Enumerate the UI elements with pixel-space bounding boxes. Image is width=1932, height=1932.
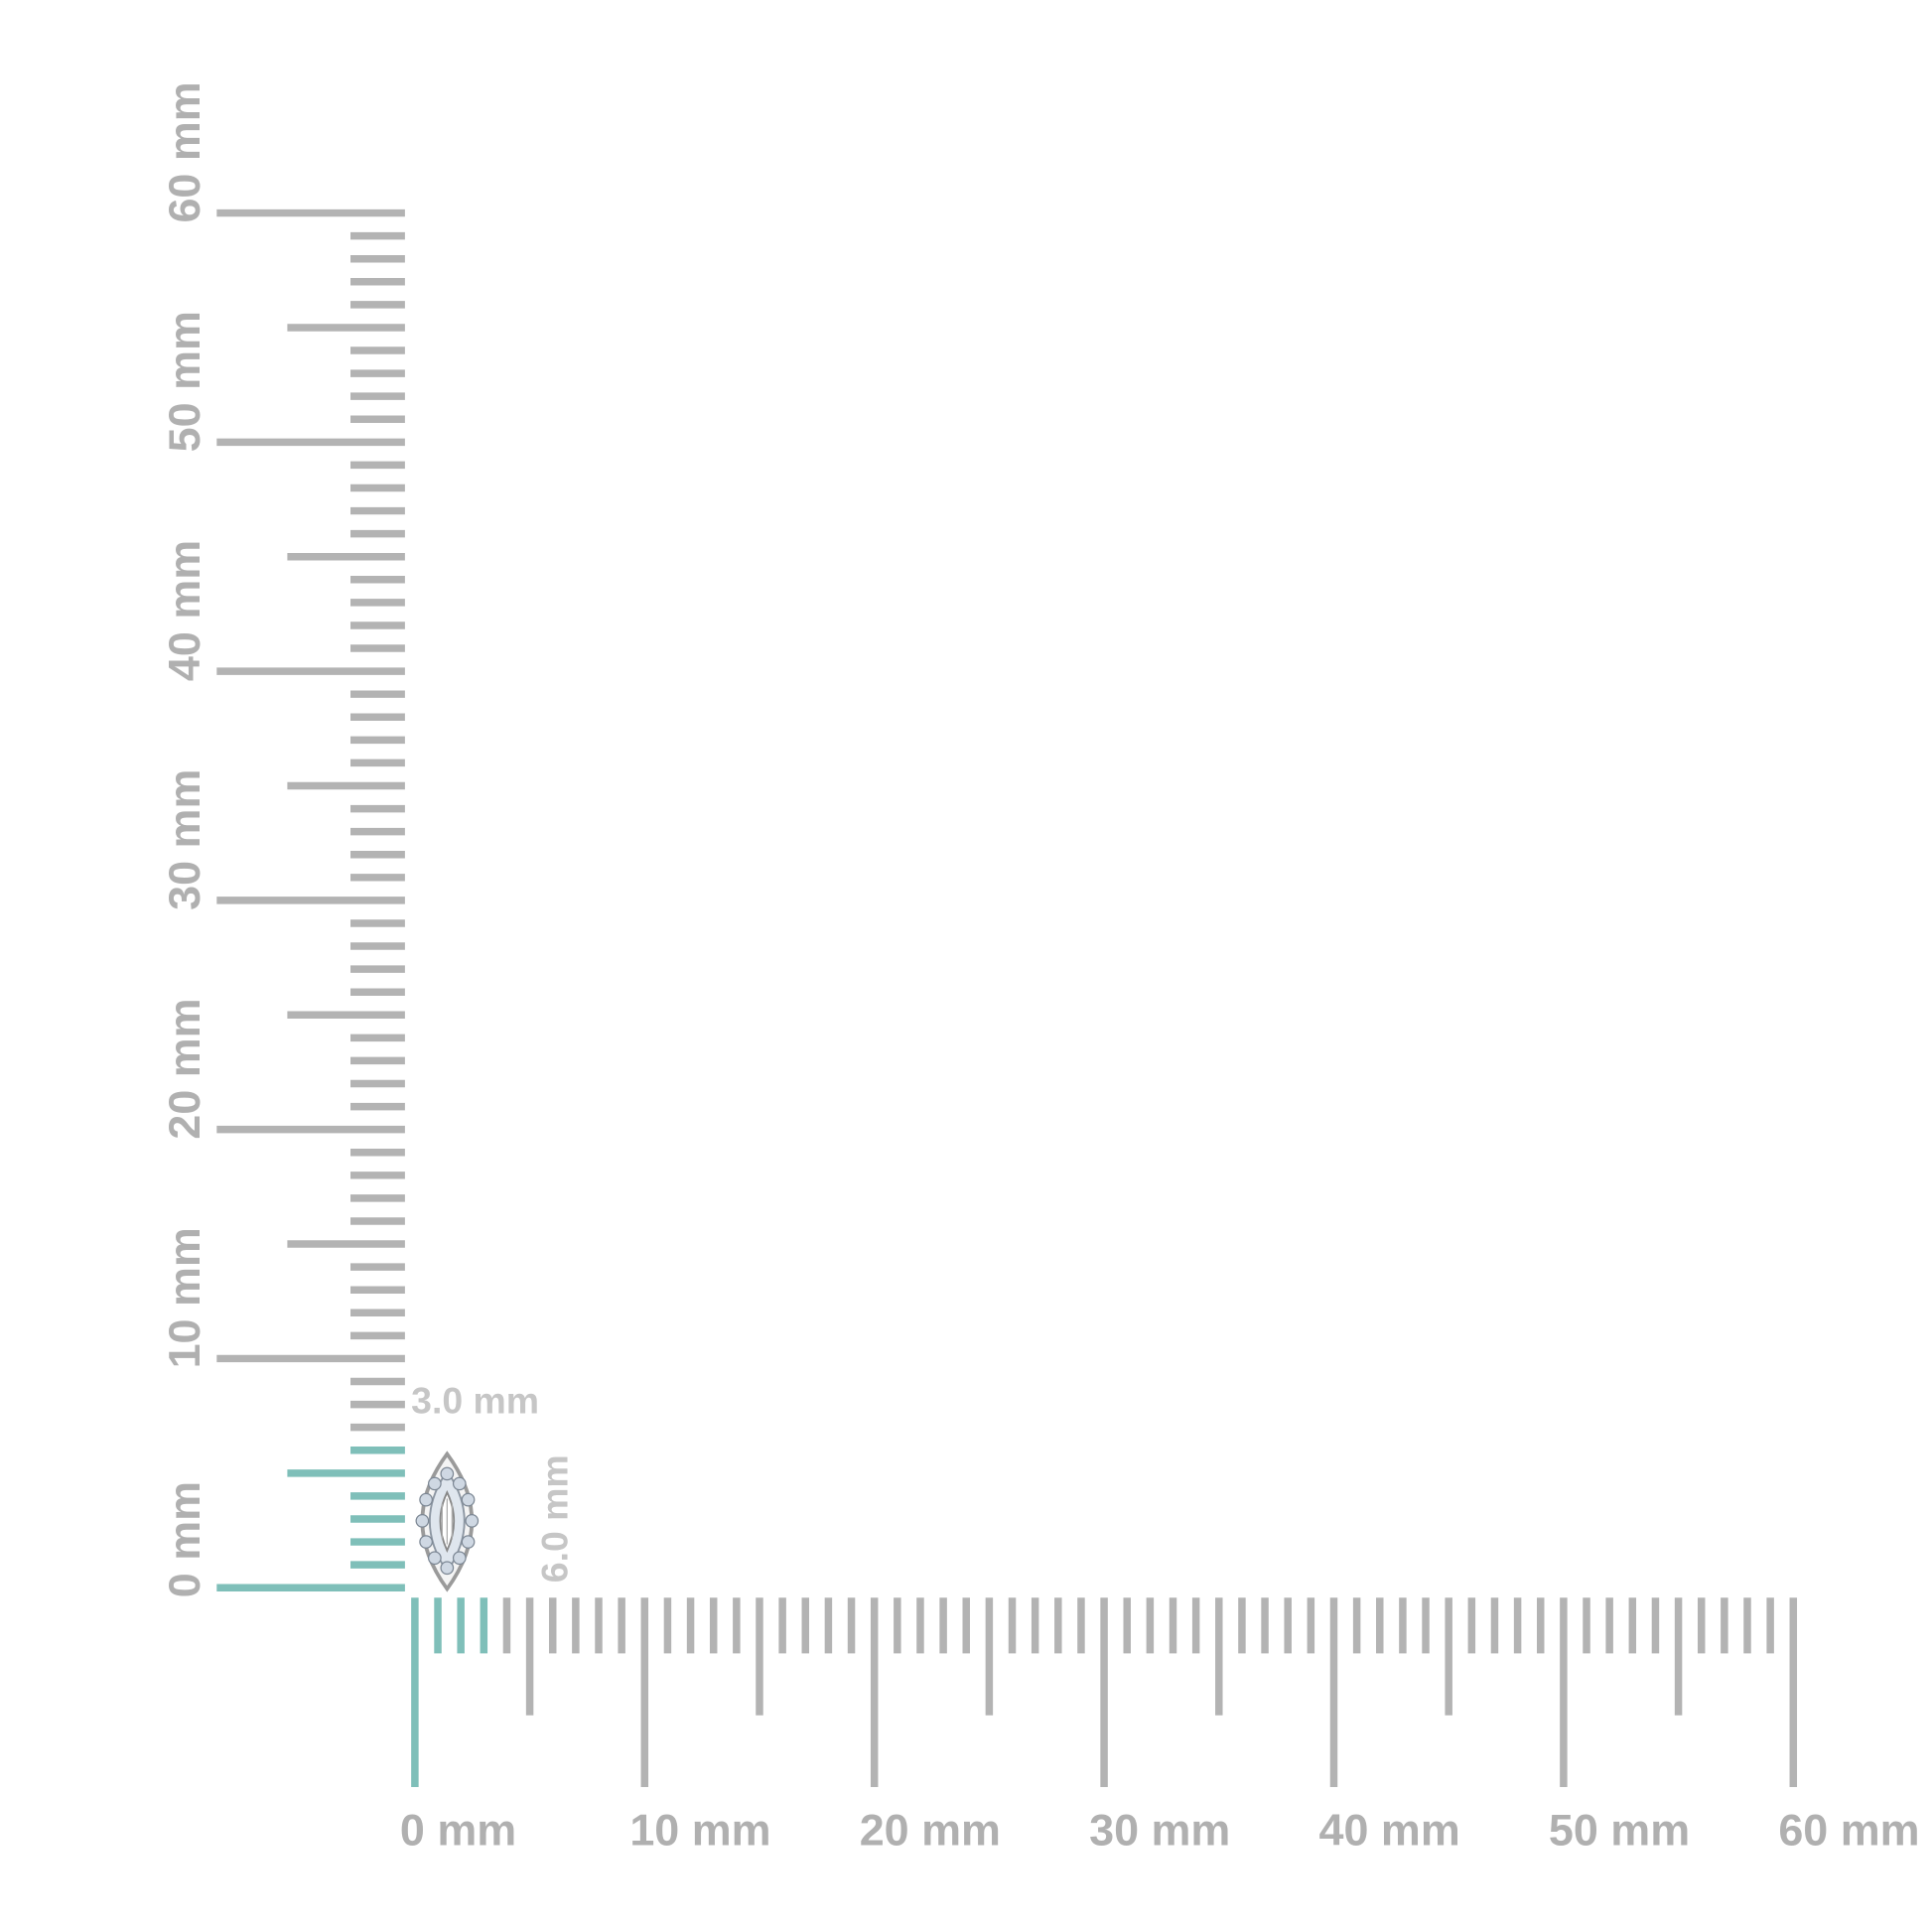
height-dimension: 6.0 mm bbox=[533, 1454, 575, 1583]
horizontal-label: 50 mm bbox=[1549, 1805, 1690, 1856]
horizontal-label: 20 mm bbox=[860, 1805, 1001, 1856]
ruler-labels: 0 mm 10 mm 20 mm 30 mm 40 mm 50 mm 60 mm 0 mm 10… bbox=[159, 81, 1920, 1855]
horizontal-label: 30 mm bbox=[1089, 1805, 1230, 1856]
vertical-label: 50 mm bbox=[159, 311, 209, 452]
earring-stones bbox=[415, 1466, 480, 1576]
horizontal-label: 60 mm bbox=[1778, 1805, 1919, 1856]
vertical-label: 20 mm bbox=[159, 998, 209, 1139]
earring bbox=[415, 1450, 480, 1592]
vertical-label: 60 mm bbox=[159, 81, 209, 222]
vertical-label: 0 mm bbox=[159, 1481, 209, 1597]
horizontal-label: 10 mm bbox=[629, 1805, 770, 1856]
vertical-label: 10 mm bbox=[159, 1227, 209, 1368]
earring-baguettes bbox=[441, 1498, 453, 1545]
ruler-ticks bbox=[216, 208, 1798, 1788]
vertical-label: 30 mm bbox=[159, 769, 209, 910]
width-dimension: 3.0 mm bbox=[411, 1379, 539, 1421]
horizontal-label: 0 mm bbox=[400, 1805, 516, 1856]
vertical-label: 40 mm bbox=[159, 540, 209, 681]
horizontal-label: 40 mm bbox=[1319, 1805, 1460, 1856]
